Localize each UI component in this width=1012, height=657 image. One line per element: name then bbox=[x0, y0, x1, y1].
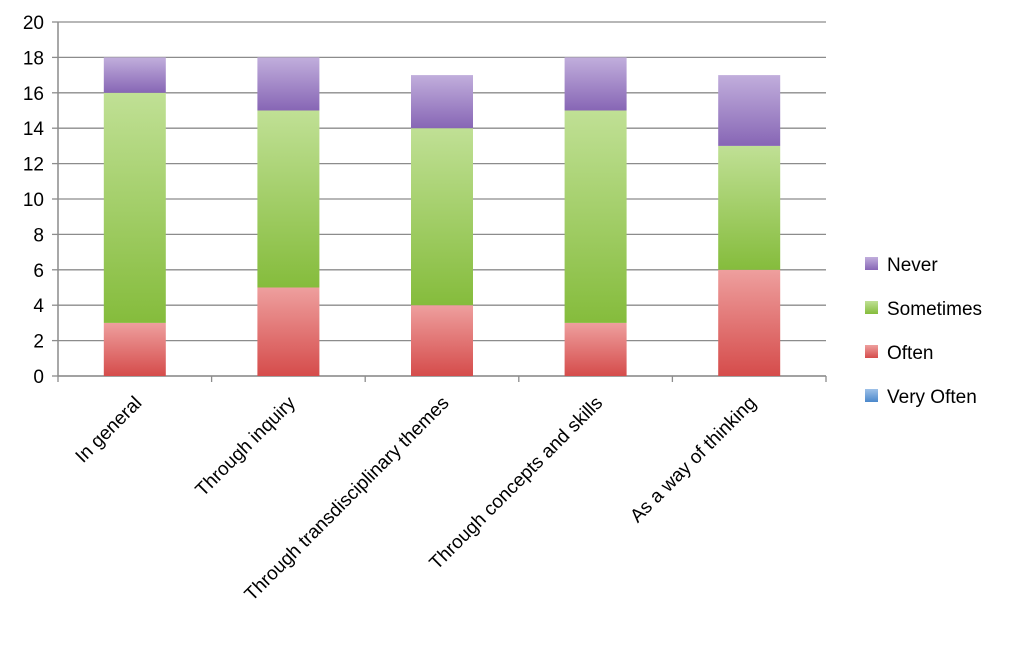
y-tick-label: 10 bbox=[23, 190, 44, 211]
legend-swatch-sometimes bbox=[865, 301, 878, 314]
bars bbox=[103, 57, 781, 376]
y-tick-label: 18 bbox=[23, 48, 44, 69]
bar-segment-never bbox=[257, 57, 320, 111]
y-tick-label: 8 bbox=[33, 225, 44, 246]
bar-segment-never bbox=[411, 75, 473, 129]
legend-label: Never bbox=[887, 255, 938, 276]
bar-segment-sometimes bbox=[257, 110, 320, 288]
y-tick-label: 14 bbox=[23, 119, 45, 140]
bar-segment-never bbox=[103, 57, 166, 93]
bar-segment-sometimes bbox=[103, 92, 166, 323]
bar-segment-sometimes bbox=[411, 128, 473, 306]
y-tick-label: 4 bbox=[33, 296, 44, 317]
y-tick-label: 2 bbox=[33, 332, 44, 353]
bar-segment-often bbox=[411, 305, 473, 376]
y-tick-label: 16 bbox=[23, 84, 44, 105]
category-label: In general bbox=[72, 393, 147, 468]
legend-swatch-often bbox=[865, 345, 878, 358]
y-tick-labels: 0 2 4 6 8 10 12 14 16 18 20 bbox=[23, 13, 45, 388]
legend-label: Sometimes bbox=[887, 299, 982, 320]
legend-swatch-never bbox=[865, 257, 878, 270]
category-label: Through inquiry bbox=[192, 392, 301, 501]
bar-segment-never bbox=[718, 75, 781, 146]
bar-segment-sometimes bbox=[718, 145, 781, 270]
category-label: As a way of thinking bbox=[626, 393, 760, 527]
bar-segment-never bbox=[564, 57, 627, 111]
legend-label: Very Often bbox=[887, 387, 977, 408]
bar-segment-often bbox=[257, 287, 320, 376]
bar-segment-often bbox=[564, 322, 627, 376]
y-tick-label: 0 bbox=[33, 367, 44, 388]
y-tick-label: 12 bbox=[23, 155, 44, 176]
y-tick-label: 6 bbox=[33, 261, 44, 282]
legend-swatch-very-often bbox=[865, 389, 878, 402]
legend-label: Often bbox=[887, 343, 933, 364]
bar-segment-often bbox=[718, 269, 781, 376]
bar-segment-often bbox=[103, 322, 166, 376]
y-tick-label: 20 bbox=[23, 13, 44, 34]
bar-segment-sometimes bbox=[564, 110, 627, 323]
legend: Never Sometimes Often Very Often bbox=[865, 255, 982, 408]
category-label: Through concepts and skills bbox=[426, 393, 607, 574]
